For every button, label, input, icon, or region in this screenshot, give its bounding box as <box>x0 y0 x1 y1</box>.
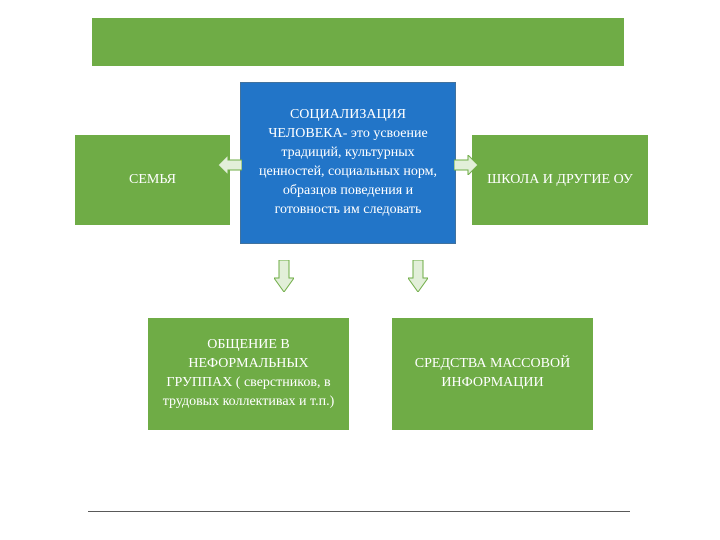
bottom-left-box: ОБЩЕНИЕ В НЕФОРМАЛЬНЫХ ГРУППАХ ( сверстн… <box>148 318 349 430</box>
bottom-right-box: СРЕДСТВА МАССОВОЙ ИНФОРМАЦИИ <box>392 318 593 430</box>
arrow-right-icon <box>454 155 478 175</box>
bottom-left-text: ОБЩЕНИЕ В НЕФОРМАЛЬНЫХ ГРУППАХ ( сверстн… <box>158 336 339 412</box>
bottom-right-text: СРЕДСТВА МАССОВОЙ ИНФОРМАЦИИ <box>402 355 583 393</box>
left-box: СЕМЬЯ <box>75 135 230 225</box>
header-bar <box>92 18 624 66</box>
center-text: СОЦИАЛИЗАЦИЯ ЧЕЛОВЕКА- это усвоение трад… <box>251 106 445 219</box>
arrow-down-icon <box>274 260 294 292</box>
right-box: ШКОЛА И ДРУГИЕ ОУ <box>472 135 648 225</box>
left-text: СЕМЬЯ <box>129 171 176 190</box>
arrow-down-icon <box>408 260 428 292</box>
arrow-left-icon <box>218 155 242 175</box>
bottom-divider <box>88 511 630 512</box>
right-text: ШКОЛА И ДРУГИЕ ОУ <box>487 171 633 190</box>
center-box: СОЦИАЛИЗАЦИЯ ЧЕЛОВЕКА- это усвоение трад… <box>240 82 456 244</box>
